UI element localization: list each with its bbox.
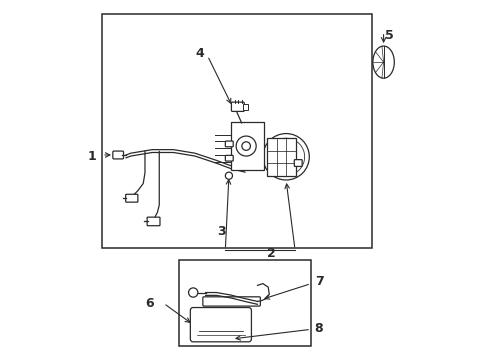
Text: 2: 2	[268, 247, 276, 260]
FancyBboxPatch shape	[267, 138, 296, 176]
FancyBboxPatch shape	[225, 156, 233, 161]
Circle shape	[263, 134, 309, 180]
FancyBboxPatch shape	[113, 151, 123, 159]
Bar	[102, 14, 372, 248]
Text: 7: 7	[315, 275, 323, 288]
Text: 4: 4	[195, 47, 204, 60]
Circle shape	[225, 172, 232, 179]
FancyBboxPatch shape	[203, 297, 260, 306]
Circle shape	[268, 138, 305, 175]
Bar	[179, 260, 311, 346]
FancyBboxPatch shape	[225, 141, 233, 147]
Text: 8: 8	[315, 322, 323, 335]
Text: 1: 1	[88, 150, 97, 163]
FancyBboxPatch shape	[126, 194, 138, 202]
FancyBboxPatch shape	[294, 159, 302, 166]
Text: 6: 6	[145, 297, 154, 310]
Text: 3: 3	[218, 225, 226, 238]
Ellipse shape	[373, 46, 394, 78]
Circle shape	[189, 288, 198, 297]
FancyBboxPatch shape	[147, 217, 160, 226]
FancyBboxPatch shape	[231, 122, 264, 170]
FancyBboxPatch shape	[190, 307, 251, 342]
FancyBboxPatch shape	[243, 104, 248, 110]
Circle shape	[242, 142, 250, 150]
Circle shape	[236, 136, 256, 156]
FancyBboxPatch shape	[231, 102, 245, 111]
Text: 5: 5	[385, 29, 394, 42]
